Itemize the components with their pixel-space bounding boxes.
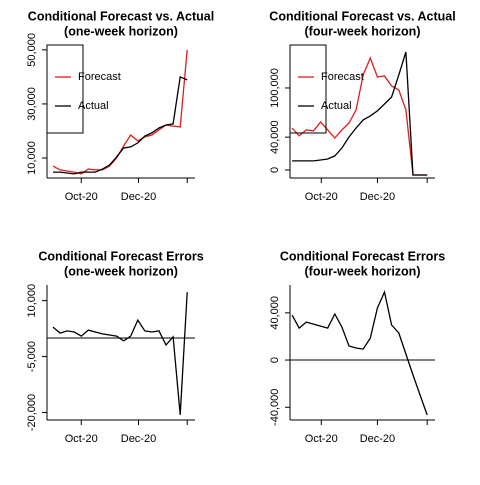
y-tick-label: -5,000 <box>26 341 38 372</box>
chart-subtitle: (four-week horizon) <box>305 264 421 278</box>
y-tick-label: 50,000 <box>26 33 38 67</box>
y-tick-label: 0 <box>269 357 281 363</box>
legend-label: Forecast <box>78 71 121 83</box>
chart-title: Conditional Forecast Errors <box>38 249 203 263</box>
x-tick-label: Dec-20 <box>360 191 395 203</box>
y-tick-label: 40,000 <box>269 120 281 154</box>
chart-title: Conditional Forecast vs. Actual <box>269 9 455 23</box>
chart-subtitle: (one-week horizon) <box>64 24 178 38</box>
y-tick-label: 10,000 <box>26 284 38 318</box>
legend-box <box>46 44 84 134</box>
x-tick-label: Oct-20 <box>305 433 338 445</box>
y-tick-label: 30,000 <box>26 87 38 121</box>
legend-label: Actual <box>78 100 109 112</box>
data-line <box>52 49 188 175</box>
data-line <box>52 292 188 415</box>
y-tick-label: 0 <box>269 167 281 173</box>
x-tick-label: Dec-20 <box>121 433 156 445</box>
legend-label: Actual <box>321 100 352 112</box>
x-tick-label: Dec-20 <box>360 433 395 445</box>
chart-subtitle: (one-week horizon) <box>64 264 178 278</box>
data-line <box>291 56 428 176</box>
data-line <box>291 290 428 416</box>
data-line <box>292 51 428 176</box>
chart-subtitle: (four-week horizon) <box>305 24 421 38</box>
chart-title: Conditional Forecast Errors <box>280 249 445 263</box>
legend-label: Forecast <box>321 71 364 83</box>
x-tick-label: Oct-20 <box>65 433 98 445</box>
y-tick-label: 10,000 <box>26 141 38 175</box>
x-tick-label: Oct-20 <box>305 191 338 203</box>
legend-box <box>289 44 327 134</box>
x-tick-label: Dec-20 <box>121 191 156 203</box>
data-line <box>53 75 188 175</box>
y-tick-label: -40,000 <box>269 389 281 426</box>
y-tick-label: -20,000 <box>26 394 38 431</box>
y-tick-label: 100,000 <box>269 68 281 108</box>
chart-title: Conditional Forecast vs. Actual <box>28 9 214 23</box>
x-tick-label: Oct-20 <box>65 191 98 203</box>
y-tick-label: 40,000 <box>269 296 281 330</box>
